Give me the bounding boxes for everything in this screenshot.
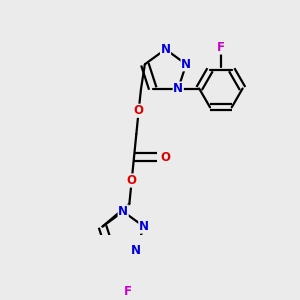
Text: N: N	[131, 244, 141, 257]
Text: O: O	[134, 104, 144, 117]
Text: N: N	[118, 205, 128, 218]
Text: N: N	[173, 82, 183, 95]
Text: O: O	[127, 174, 137, 187]
Text: F: F	[217, 41, 225, 54]
Text: N: N	[139, 220, 149, 233]
Text: N: N	[181, 58, 191, 71]
Text: N: N	[160, 43, 170, 56]
Text: O: O	[160, 151, 170, 164]
Text: F: F	[124, 285, 132, 298]
